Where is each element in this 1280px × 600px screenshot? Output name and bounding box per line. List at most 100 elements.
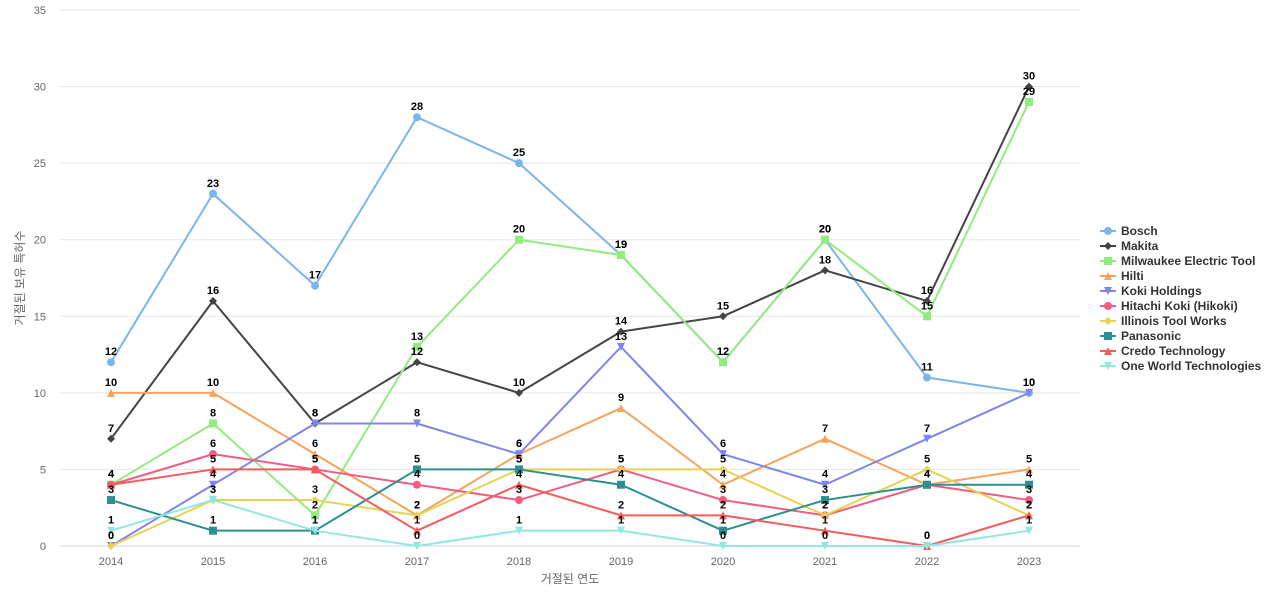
data-point bbox=[209, 496, 217, 505]
legend-item[interactable]: One World Technologies bbox=[1100, 359, 1262, 373]
data-label: 6 bbox=[720, 438, 726, 450]
x-tick-label: 2019 bbox=[609, 556, 633, 568]
data-point bbox=[719, 496, 727, 505]
x-axis-ticks: 2014 2015 2016 2017 2018 2019 2020 2021 2022 2023 bbox=[99, 556, 1041, 568]
data-point bbox=[719, 358, 727, 367]
data-point bbox=[821, 496, 829, 505]
data-point bbox=[413, 465, 421, 474]
data-label: 0 bbox=[924, 530, 930, 542]
data-label: 13 bbox=[411, 331, 423, 343]
data-point bbox=[821, 480, 829, 489]
data-point bbox=[923, 312, 931, 321]
legend-item[interactable]: Milwaukee Electric Tool bbox=[1100, 254, 1255, 268]
data-label: 1 bbox=[516, 515, 522, 527]
data-label: 16 bbox=[207, 285, 219, 297]
data-label: 2 bbox=[822, 499, 828, 511]
data-point bbox=[515, 465, 523, 474]
data-label: 2 bbox=[414, 499, 420, 511]
data-point bbox=[821, 526, 829, 535]
data-label: 4 bbox=[108, 469, 115, 481]
data-label: 1 bbox=[312, 515, 318, 527]
y-tick-label: 15 bbox=[34, 311, 46, 323]
data-label: 4 bbox=[822, 469, 829, 481]
data-point bbox=[515, 450, 523, 459]
data-point bbox=[209, 450, 217, 459]
data-label: 3 bbox=[312, 484, 318, 496]
data-label: 1 bbox=[1026, 515, 1032, 527]
data-label: 12 bbox=[105, 346, 117, 358]
data-point bbox=[923, 465, 931, 474]
series-line bbox=[110, 499, 1030, 547]
data-label: 5 bbox=[414, 453, 420, 465]
legend-item[interactable]: Makita bbox=[1100, 239, 1159, 253]
data-label: 20 bbox=[819, 224, 831, 236]
data-point bbox=[515, 388, 523, 397]
data-label: 0 bbox=[924, 530, 930, 542]
data-label: 4 bbox=[108, 469, 115, 481]
data-point bbox=[515, 526, 523, 535]
data-point bbox=[719, 526, 727, 535]
series-line bbox=[110, 468, 1029, 532]
series-milwaukee-electric-tool bbox=[107, 97, 1033, 520]
data-label: 20 bbox=[513, 224, 525, 236]
x-tick-label: 2023 bbox=[1017, 556, 1041, 568]
data-point bbox=[821, 542, 829, 550]
data-point bbox=[617, 404, 625, 413]
series-line bbox=[110, 453, 1030, 517]
data-point bbox=[413, 113, 421, 122]
data-point bbox=[617, 465, 625, 474]
data-point bbox=[719, 450, 727, 459]
data-point bbox=[515, 480, 523, 489]
data-label: 5 bbox=[312, 453, 318, 465]
data-label: 1 bbox=[108, 515, 114, 527]
data-point bbox=[311, 281, 319, 290]
data-label: 4 bbox=[516, 469, 523, 481]
data-label: 14 bbox=[615, 316, 628, 328]
data-point bbox=[209, 480, 217, 489]
data-label: 0 bbox=[720, 530, 726, 542]
data-point bbox=[413, 342, 421, 351]
data-point bbox=[209, 526, 217, 535]
data-label: 1 bbox=[720, 515, 726, 527]
data-label: 9 bbox=[618, 392, 624, 404]
data-point bbox=[1025, 526, 1033, 535]
legend-label: Makita bbox=[1121, 239, 1159, 253]
x-axis-title: 거절된 연도 bbox=[541, 572, 600, 586]
legend-marker-icon bbox=[1104, 332, 1112, 340]
legend-item[interactable]: Bosch bbox=[1100, 224, 1158, 238]
data-label: 12 bbox=[411, 346, 423, 358]
data-label: 1 bbox=[618, 515, 624, 527]
data-label: 25 bbox=[513, 147, 525, 159]
data-point bbox=[719, 312, 727, 321]
data-point bbox=[923, 434, 931, 443]
data-label: 5 bbox=[720, 453, 726, 465]
legend-item[interactable]: Panasonic bbox=[1100, 329, 1181, 343]
series-illinois-tool-works bbox=[107, 465, 1033, 550]
data-point bbox=[1025, 496, 1033, 505]
data-label: 1 bbox=[822, 515, 828, 527]
data-point bbox=[1025, 97, 1033, 106]
data-label: 8 bbox=[312, 407, 318, 419]
data-point bbox=[923, 542, 931, 550]
series-line bbox=[110, 86, 1030, 440]
data-label: 5 bbox=[924, 453, 930, 465]
legend-item[interactable]: Hilti bbox=[1100, 269, 1144, 283]
data-point bbox=[515, 235, 523, 244]
data-point bbox=[1025, 82, 1033, 91]
legend-marker-icon bbox=[1104, 362, 1112, 370]
series-line bbox=[110, 345, 1030, 547]
series-makita bbox=[107, 82, 1033, 443]
legend-item[interactable]: Illinois Tool Works bbox=[1100, 314, 1227, 328]
series-line bbox=[110, 116, 1030, 394]
data-label: 10 bbox=[207, 377, 219, 389]
legend-item[interactable]: Koki Holdings bbox=[1100, 284, 1202, 298]
legend-item[interactable]: Credo Technology bbox=[1100, 344, 1226, 358]
data-label: 2 bbox=[822, 499, 828, 511]
x-tick-label: 2022 bbox=[915, 556, 939, 568]
data-label: 5 bbox=[1026, 453, 1032, 465]
legend-item[interactable]: Hitachi Koki (Hikoki) bbox=[1100, 299, 1238, 313]
data-label: 8 bbox=[210, 407, 216, 419]
legend-label: Hilti bbox=[1121, 269, 1144, 283]
data-label: 0 bbox=[108, 530, 114, 542]
